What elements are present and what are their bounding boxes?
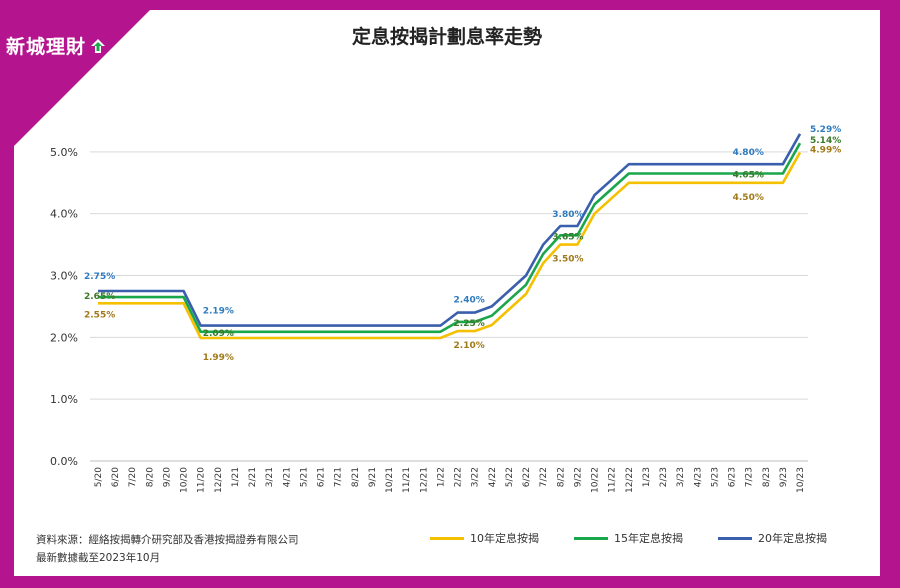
data-label: 2.19%: [203, 307, 234, 317]
x-tick-label: 11/20: [197, 467, 207, 493]
data-label: 5.14%: [810, 136, 841, 146]
brand-logo-text: 新城理財: [6, 36, 87, 58]
x-tick-label: 6/21: [317, 467, 327, 487]
x-tick-label: 10/20: [180, 467, 190, 493]
x-tick-label: 6/23: [728, 467, 738, 487]
x-tick-label: 11/22: [608, 467, 618, 493]
legend-swatch: [574, 536, 608, 540]
x-tick-label: 6/20: [111, 467, 121, 487]
data-label: 4.65%: [733, 170, 764, 180]
legend-swatch: [430, 536, 464, 540]
legend-label: 15年定息按揭: [614, 532, 683, 545]
data-label: 2.75%: [84, 272, 115, 282]
x-tick-label: 1/22: [436, 467, 446, 487]
chart-card: [14, 10, 880, 576]
series-line-0: [98, 151, 802, 340]
x-tick-label: 8/22: [556, 467, 566, 487]
up-arrow-icon: [91, 38, 106, 53]
legend-item-10yr: 10年定息按揭: [430, 530, 574, 546]
x-axis: 5/20 6/20 7/20 8/20 9/20 10/20 11/20 12/20 1/21 2…: [94, 467, 806, 493]
x-tick-label: 5/23: [710, 467, 720, 487]
brand-corner: [0, 0, 160, 160]
x-tick-label: 10/23: [796, 467, 806, 493]
x-tick-label: 6/22: [522, 467, 532, 487]
data-label: 4.50%: [733, 193, 764, 203]
x-tick-label: 5/21: [299, 467, 309, 487]
updated-text: 最新數據截至2023年10月: [36, 552, 161, 564]
x-tick-label: 4/23: [693, 467, 703, 487]
data-label: 2.10%: [454, 341, 485, 351]
data-label: 2.65%: [84, 292, 115, 302]
data-label: 2.40%: [454, 296, 485, 306]
data-label: 4.80%: [733, 148, 764, 158]
chart-title: 定息按揭計劃息率走勢: [351, 26, 542, 48]
legend-label: 10年定息按揭: [470, 532, 539, 545]
legend-swatch: [718, 536, 752, 540]
x-tick-label: 12/21: [419, 467, 429, 493]
data-label: 5.29%: [810, 125, 841, 135]
x-tick-label: 9/23: [779, 467, 789, 487]
y-tick-label: 4.0%: [50, 208, 78, 221]
series-lines: [98, 133, 802, 340]
source-text: 資料來源：經絡按揭轉介研究部及香港按揭證券有限公司: [36, 534, 299, 546]
x-tick-label: 2/23: [659, 467, 669, 487]
y-tick-label: 5.0%: [50, 146, 78, 159]
y-tick-label: 3.0%: [50, 270, 78, 283]
x-tick-label: 8/23: [762, 467, 772, 487]
x-tick-label: 11/21: [402, 467, 412, 493]
x-tick-label: 9/20: [162, 467, 172, 487]
x-tick-label: 3/22: [471, 467, 481, 487]
x-tick-label: 9/22: [573, 467, 583, 487]
x-tick-label: 3/21: [265, 467, 275, 487]
y-tick-label: 2.0%: [50, 331, 78, 344]
x-tick-label: 8/20: [145, 467, 155, 487]
x-tick-label: 7/20: [128, 467, 138, 487]
data-label: 4.99%: [810, 145, 841, 155]
data-label: 2.25%: [454, 319, 485, 329]
gridlines: [90, 151, 808, 462]
legend-label: 20年定息按揭: [758, 532, 827, 545]
legend-item-15yr: 15年定息按揭: [574, 530, 718, 546]
legend-item-20yr: 20年定息按揭: [718, 530, 862, 546]
x-tick-label: 8/21: [351, 467, 361, 487]
data-label: 2.09%: [203, 329, 234, 339]
x-tick-label: 1/21: [231, 467, 241, 487]
x-tick-label: 12/22: [625, 467, 635, 493]
legend: 10年定息按揭 15年定息按揭 20年定息按揭: [430, 530, 862, 546]
x-tick-label: 12/20: [214, 467, 224, 493]
y-tick-label: 0.0%: [50, 455, 78, 468]
x-tick-label: 9/21: [368, 467, 378, 487]
data-labels: 2.75% 2.65% 2.55% 2.19% 2.09% 1.99% 2.40% 2.25%…: [84, 125, 841, 363]
x-tick-label: 10/22: [591, 467, 601, 493]
data-label: 3.80%: [552, 210, 583, 220]
x-tick-label: 4/22: [488, 467, 498, 487]
x-tick-label: 4/21: [282, 467, 292, 487]
series-line-1: [98, 142, 802, 334]
x-tick-label: 5/22: [505, 467, 515, 487]
x-tick-label: 2/21: [248, 467, 258, 487]
data-label: 3.65%: [552, 232, 583, 242]
x-tick-label: 7/23: [745, 467, 755, 487]
y-tick-label: 1.0%: [50, 393, 78, 406]
y-axis: 0.0% 1.0% 2.0% 3.0% 4.0% 5.0%: [50, 146, 78, 468]
x-tick-label: 1/23: [642, 467, 652, 487]
x-tick-label: 10/21: [385, 467, 395, 493]
data-label: 2.55%: [84, 310, 115, 320]
x-tick-label: 2/22: [454, 467, 464, 487]
x-tick-label: 7/21: [334, 467, 344, 487]
data-label: 1.99%: [203, 353, 234, 363]
series-line-2: [98, 133, 802, 327]
source-note: 資料來源：經絡按揭轉介研究部及香港按揭證券有限公司 最新數據截至2023年10月: [36, 531, 299, 567]
data-label: 3.50%: [552, 255, 583, 265]
x-tick-label: 5/20: [94, 467, 104, 487]
brand-logo: 新城理財: [6, 32, 106, 59]
x-tick-label: 3/23: [676, 467, 686, 487]
x-tick-label: 7/22: [539, 467, 549, 487]
